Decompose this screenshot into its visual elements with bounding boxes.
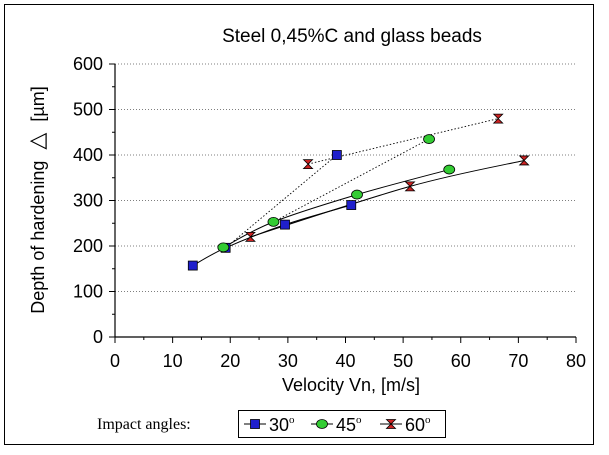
legend-title: Impact angles: <box>97 416 191 433</box>
delta-symbol: △ <box>24 133 49 150</box>
x-tick-label: 0 <box>110 351 120 371</box>
x-tick-label: 50 <box>393 351 413 371</box>
grid-lines <box>115 63 576 292</box>
y-tick-label: 0 <box>93 327 103 347</box>
y-tick-label: 600 <box>73 54 103 74</box>
y-axis-unit: [µm] <box>28 86 48 121</box>
y-tick-label: 400 <box>73 145 103 165</box>
data-point-60 <box>404 181 416 192</box>
data-point-45 <box>267 216 280 227</box>
x-tick-labels: 0 10 20 30 40 50 60 70 80 <box>110 351 586 371</box>
y-tick-label: 100 <box>73 282 103 302</box>
axes <box>109 63 577 343</box>
x-tick-label: 60 <box>451 351 471 371</box>
data-point-60 <box>518 155 530 166</box>
data-point-30 <box>331 150 342 160</box>
data-point-60 <box>492 113 504 124</box>
x-tick-label: 70 <box>508 351 528 371</box>
data-point-60 <box>244 232 256 242</box>
x-axis-label: Velocity Vn, [m/s] <box>282 375 420 395</box>
x-tick-label: 20 <box>220 351 240 371</box>
legend-label-30: 30o <box>269 414 295 435</box>
legend-box <box>238 410 446 438</box>
legend-label-45: 45o <box>336 414 362 435</box>
y-tick-label: 300 <box>73 191 103 211</box>
data-point-45 <box>351 189 363 200</box>
legend-entries: 30o 45o 60o <box>244 414 431 435</box>
legend-degree-30: o <box>289 414 295 426</box>
legend-marker-30 <box>250 419 260 429</box>
data-point-30 <box>187 260 198 271</box>
x-tick-label: 80 <box>566 351 586 371</box>
legend-marker-45 <box>316 419 328 429</box>
x-tick-label: 30 <box>278 351 298 371</box>
y-tick-labels: 0 100 200 300 400 500 600 <box>73 54 103 347</box>
data-point-30 <box>346 200 357 210</box>
data-point-45 <box>423 134 435 144</box>
legend-marker-60 <box>385 419 397 429</box>
legend-label-60: 60o <box>405 414 431 435</box>
y-axis-label-text: Depth of hardening <box>28 161 48 314</box>
y-tick-label: 200 <box>73 236 103 256</box>
x-tick-label: 10 <box>163 351 183 371</box>
data-point-45 <box>217 242 230 253</box>
series-dotted-line-45 <box>273 138 430 223</box>
legend-degree-60: o <box>425 414 431 426</box>
chart-title: Steel 0,45%C and glass beads <box>222 26 482 47</box>
y-tick-label: 500 <box>73 100 103 120</box>
y-axis-label-group: Depth of hardening △ [µm] <box>24 86 49 313</box>
data-point-30 <box>280 219 290 230</box>
data-point-45 <box>443 164 456 175</box>
series-markers <box>187 113 530 271</box>
legend-degree-45: o <box>356 414 362 426</box>
data-point-60 <box>302 159 314 169</box>
x-tick-label: 40 <box>335 351 355 371</box>
y-axis-label: Depth of hardening △ [µm] <box>24 86 49 313</box>
figure-border <box>4 4 594 445</box>
